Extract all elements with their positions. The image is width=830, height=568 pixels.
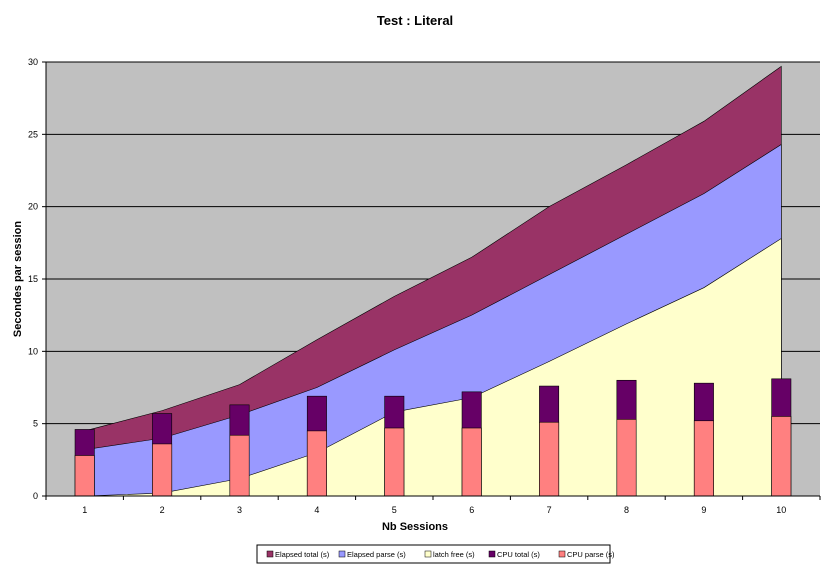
- y-tick-label: 15: [28, 274, 38, 284]
- x-axis-title: Nb Sessions: [382, 521, 448, 533]
- y-tick-label: 0: [33, 491, 38, 501]
- x-tick-label: 1: [82, 505, 87, 515]
- area-latch-free-s: [84, 237, 782, 497]
- legend-swatch-latch-free-s: [424, 550, 432, 558]
- x-tick-label: 9: [701, 505, 706, 515]
- legend-label-cpu-parse-s: CPU parse (s): [567, 550, 615, 559]
- x-tick-label: 2: [160, 505, 165, 515]
- legend-label-latch-free-s: latch free (s): [433, 550, 475, 559]
- bar-cpu-parse-s: [771, 416, 792, 497]
- bar-cpu-parse-s: [74, 455, 95, 497]
- bar-cpu-parse-s: [539, 421, 560, 497]
- bar-cpu-parse-s: [616, 419, 637, 497]
- x-tick-label: 7: [547, 505, 552, 515]
- y-tick-label: 25: [28, 129, 38, 139]
- bar-cpu-parse-s: [152, 443, 173, 497]
- legend: Elapsed total (s) Elapsed parse (s) latch …: [256, 544, 615, 564]
- bar-cpu-parse-s: [461, 427, 482, 497]
- plot-area: 0 5 10 15 20 25 30 1 2 3 4 5 6 7 8 9 10: [28, 57, 821, 515]
- legend-swatch-elapsed-total-s: [266, 550, 274, 558]
- x-tick-label: 3: [237, 505, 242, 515]
- x-tick-label: 6: [469, 505, 474, 515]
- legend-label-elapsed-total-s: Elapsed total (s): [275, 550, 330, 559]
- bar-cpu-parse-s: [384, 427, 405, 497]
- legend-swatch-cpu-total-s: [488, 550, 496, 558]
- bar-cpu-parse-s: [693, 420, 714, 497]
- x-tick-label: 5: [392, 505, 397, 515]
- y-tick-label: 30: [28, 57, 38, 67]
- legend-swatch-cpu-parse-s: [558, 550, 566, 558]
- legend-box: [256, 544, 611, 564]
- chart-title: Test : Literal: [377, 13, 453, 28]
- y-tick-label: 10: [28, 346, 38, 356]
- y-tick-label: 5: [33, 419, 38, 429]
- y-tick-label: 20: [28, 202, 38, 212]
- bar-cpu-parse-s: [229, 434, 250, 497]
- bar-cpu-parse-s: [306, 430, 327, 497]
- x-tick-label: 10: [776, 505, 786, 515]
- y-axis-title: Secondes par session: [12, 221, 24, 337]
- legend-label-elapsed-parse-s: Elapsed parse (s): [347, 550, 406, 559]
- legend-label-cpu-total-s: CPU total (s): [497, 550, 540, 559]
- x-tick-label: 8: [624, 505, 629, 515]
- legend-swatch-elapsed-parse-s: [338, 550, 346, 558]
- x-tick-label: 4: [314, 505, 319, 515]
